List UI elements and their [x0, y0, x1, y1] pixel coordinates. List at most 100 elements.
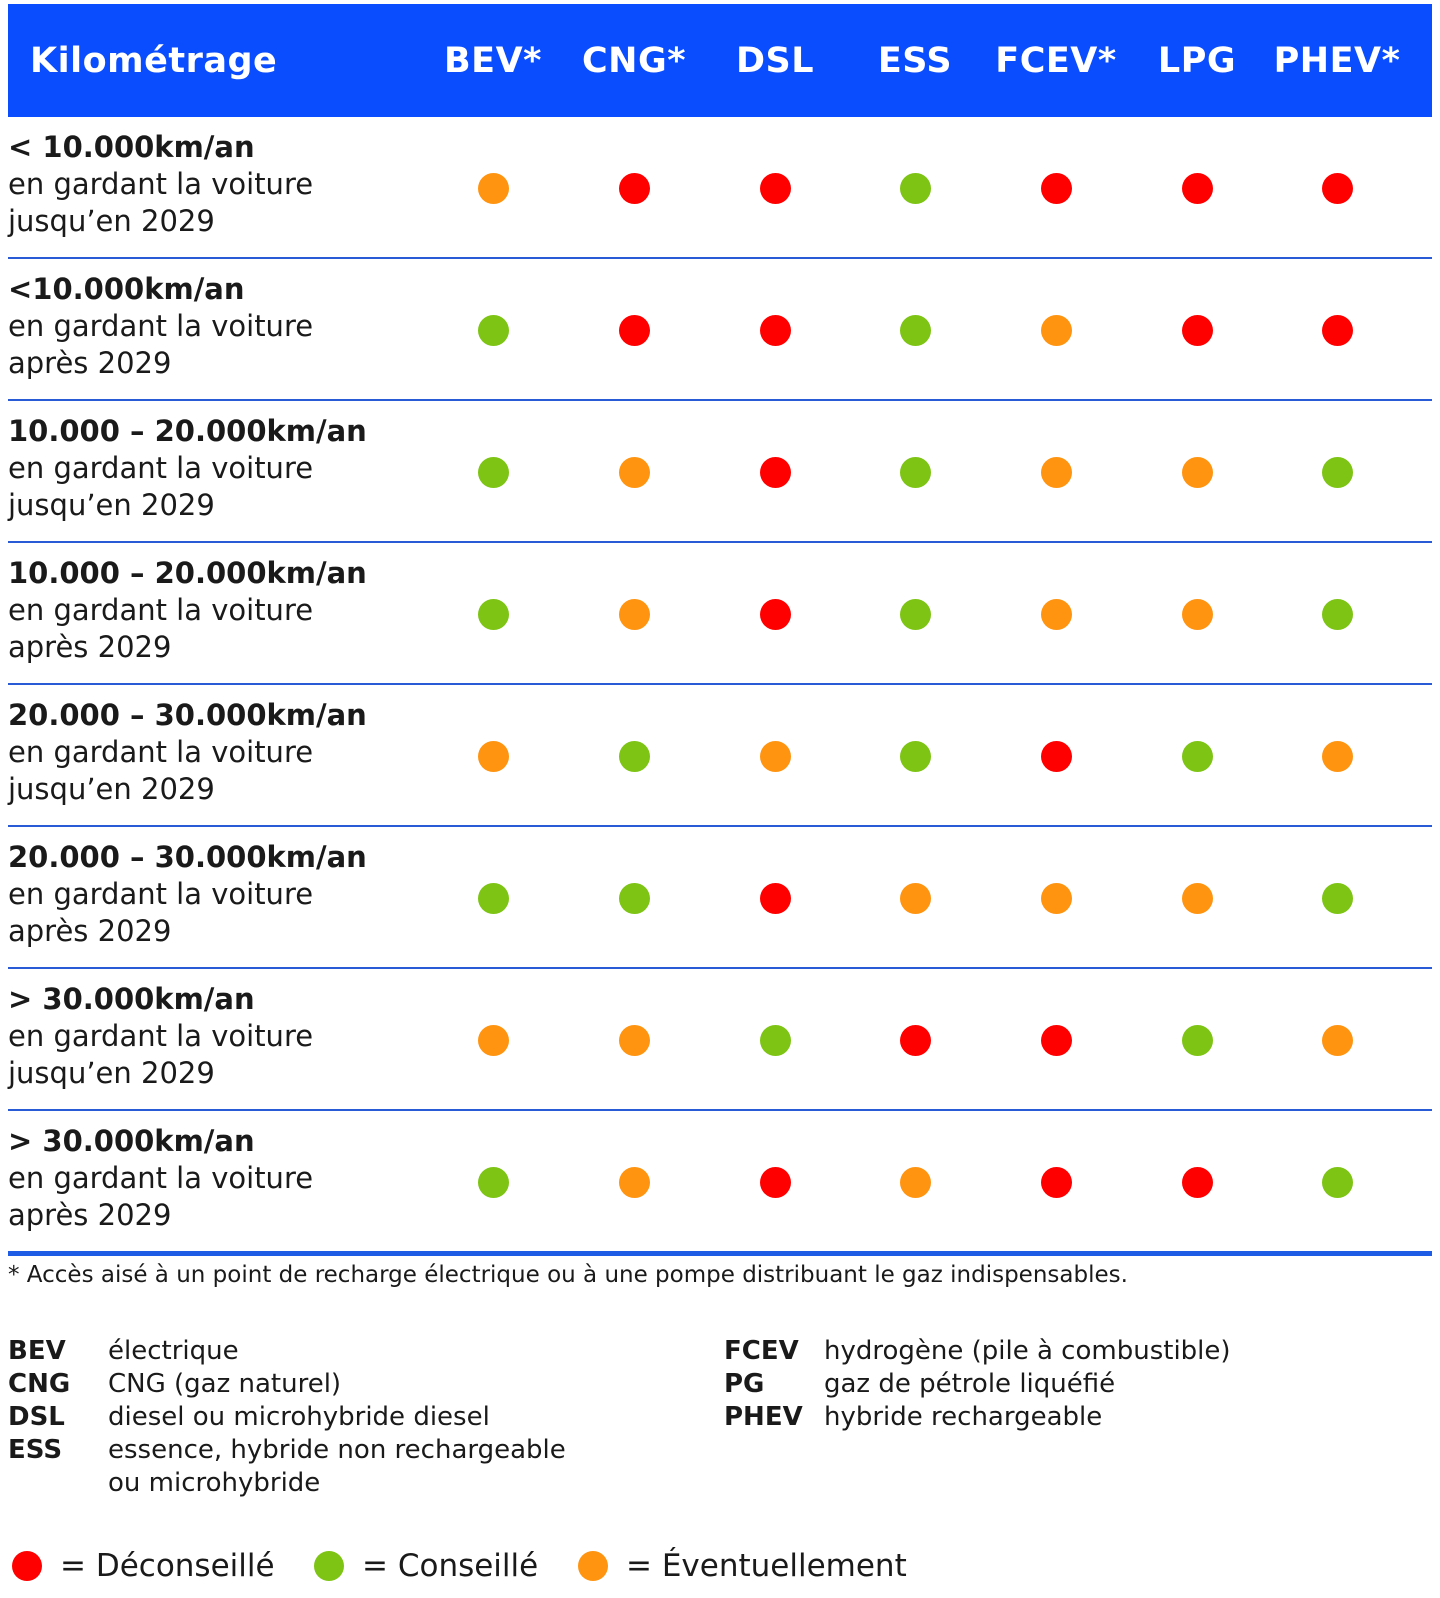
table-row: < 10.000km/an en gardant la voiture jusqu’… [8, 117, 1432, 259]
legend-label: = Éventuellement [626, 1548, 907, 1584]
period-text: jusqu’en 2029 [8, 772, 215, 806]
abbreviation-list-left: BEV électrique CNG CNG (gaz naturel) DSL… [8, 1335, 708, 1505]
legend-item-red: = Déconseillé [12, 1548, 275, 1584]
column-header-lpg: LPG [1157, 40, 1237, 81]
column-header-dsl: DSL [735, 40, 815, 81]
abbr-code: PHEV [724, 1402, 803, 1432]
mileage-range: <10.000km/an [8, 272, 245, 306]
green-rating-dot-icon [478, 599, 509, 630]
legend-item-green: = Conseillé [314, 1548, 538, 1584]
green-rating-dot-icon [1322, 883, 1353, 914]
keeping-car-text: en gardant la voiture [8, 309, 314, 343]
green-rating-dot-icon [900, 457, 931, 488]
column-header-phev: PHEV* [1273, 40, 1401, 81]
table-row: 20.000 – 30.000km/an en gardant la voitur… [8, 685, 1432, 827]
column-header-ess: ESS [877, 40, 953, 81]
row-label: 20.000 – 30.000km/an en gardant la voitur… [8, 697, 448, 808]
orange-rating-dot-icon [1041, 457, 1072, 488]
green-rating-dot-icon [478, 457, 509, 488]
abbr-code: FCEV [724, 1336, 799, 1366]
green-rating-dot-icon [1322, 457, 1353, 488]
red-rating-dot-icon [1322, 315, 1353, 346]
mileage-range: 20.000 – 30.000km/an [8, 698, 367, 732]
keeping-car-text: en gardant la voiture [8, 451, 314, 485]
green-rating-dot-icon [478, 1167, 509, 1198]
keeping-car-text: en gardant la voiture [8, 167, 314, 201]
keeping-car-text: en gardant la voiture [8, 593, 314, 627]
orange-rating-dot-icon [478, 1025, 509, 1056]
green-rating-dot-icon [760, 1025, 791, 1056]
abbr-desc: diesel ou microhybride diesel [108, 1402, 490, 1432]
red-rating-dot-icon [760, 315, 791, 346]
green-dot-icon [314, 1551, 344, 1581]
red-rating-dot-icon [1041, 741, 1072, 772]
red-rating-dot-icon [760, 599, 791, 630]
mileage-range: 20.000 – 30.000km/an [8, 840, 367, 874]
table-row: 20.000 – 30.000km/an en gardant la voitur… [8, 827, 1432, 969]
abbr-desc-continued: ou microhybride [108, 1468, 321, 1498]
row-label: > 30.000km/an en gardant la voiture jusqu’… [8, 981, 448, 1092]
green-rating-dot-icon [619, 883, 650, 914]
red-rating-dot-icon [1041, 173, 1072, 204]
orange-rating-dot-icon [478, 741, 509, 772]
row-label: > 30.000km/an en gardant la voiture après … [8, 1123, 448, 1234]
red-rating-dot-icon [900, 1025, 931, 1056]
period-text: après 2029 [8, 630, 172, 664]
orange-rating-dot-icon [760, 741, 791, 772]
footnote: * Accès aisé à un point de recharge élec… [8, 1262, 1128, 1288]
period-text: après 2029 [8, 346, 172, 380]
legend-label: = Déconseillé [60, 1548, 275, 1584]
table-row: 10.000 – 20.000km/an en gardant la voitur… [8, 401, 1432, 543]
legend-label: = Conseillé [362, 1548, 539, 1584]
column-header-cng: CNG* [581, 40, 686, 81]
red-rating-dot-icon [760, 457, 791, 488]
orange-rating-dot-icon [1322, 741, 1353, 772]
green-rating-dot-icon [900, 741, 931, 772]
orange-rating-dot-icon [1041, 315, 1072, 346]
abbr-code: ESS [8, 1435, 63, 1465]
red-rating-dot-icon [1182, 173, 1213, 204]
header-title: Kilométrage [30, 40, 278, 81]
green-rating-dot-icon [1182, 1025, 1213, 1056]
orange-rating-dot-icon [619, 599, 650, 630]
keeping-car-text: en gardant la voiture [8, 1161, 314, 1195]
abbr-desc: hybride rechargeable [824, 1402, 1103, 1432]
table-row: > 30.000km/an en gardant la voiture après … [8, 1111, 1432, 1256]
keeping-car-text: en gardant la voiture [8, 877, 314, 911]
red-rating-dot-icon [760, 1167, 791, 1198]
abbr-code: BEV [8, 1336, 66, 1366]
orange-rating-dot-icon [1182, 883, 1213, 914]
orange-rating-dot-icon [1322, 1025, 1353, 1056]
orange-rating-dot-icon [1182, 599, 1213, 630]
red-rating-dot-icon [619, 173, 650, 204]
green-rating-dot-icon [619, 741, 650, 772]
orange-rating-dot-icon [1041, 883, 1072, 914]
table-row: <10.000km/an en gardant la voiture après 2… [8, 259, 1432, 401]
red-rating-dot-icon [619, 315, 650, 346]
abbr-desc: hydrogène (pile à combustible) [824, 1336, 1231, 1366]
abbr-code: PG [724, 1369, 765, 1399]
table-row: 10.000 – 20.000km/an en gardant la voitur… [8, 543, 1432, 685]
row-label: <10.000km/an en gardant la voiture après 2… [8, 271, 448, 382]
keeping-car-text: en gardant la voiture [8, 735, 314, 769]
period-text: jusqu’en 2029 [8, 1056, 215, 1090]
mileage-range: < 10.000km/an [8, 130, 255, 164]
red-rating-dot-icon [760, 883, 791, 914]
legend-item-orange: = Éventuellement [578, 1548, 907, 1584]
green-rating-dot-icon [900, 173, 931, 204]
green-rating-dot-icon [1322, 599, 1353, 630]
row-label: 10.000 – 20.000km/an en gardant la voitur… [8, 555, 448, 666]
orange-rating-dot-icon [900, 883, 931, 914]
mileage-range: > 30.000km/an [8, 982, 255, 1016]
red-rating-dot-icon [1322, 173, 1353, 204]
period-text: jusqu’en 2029 [8, 204, 215, 238]
abbr-code: CNG [8, 1369, 71, 1399]
period-text: après 2029 [8, 914, 172, 948]
abbr-code: DSL [8, 1402, 65, 1432]
green-rating-dot-icon [1322, 1167, 1353, 1198]
red-rating-dot-icon [760, 173, 791, 204]
column-header-bev: BEV* [444, 40, 542, 81]
mileage-range: 10.000 – 20.000km/an [8, 414, 367, 448]
orange-rating-dot-icon [900, 1167, 931, 1198]
orange-rating-dot-icon [619, 457, 650, 488]
